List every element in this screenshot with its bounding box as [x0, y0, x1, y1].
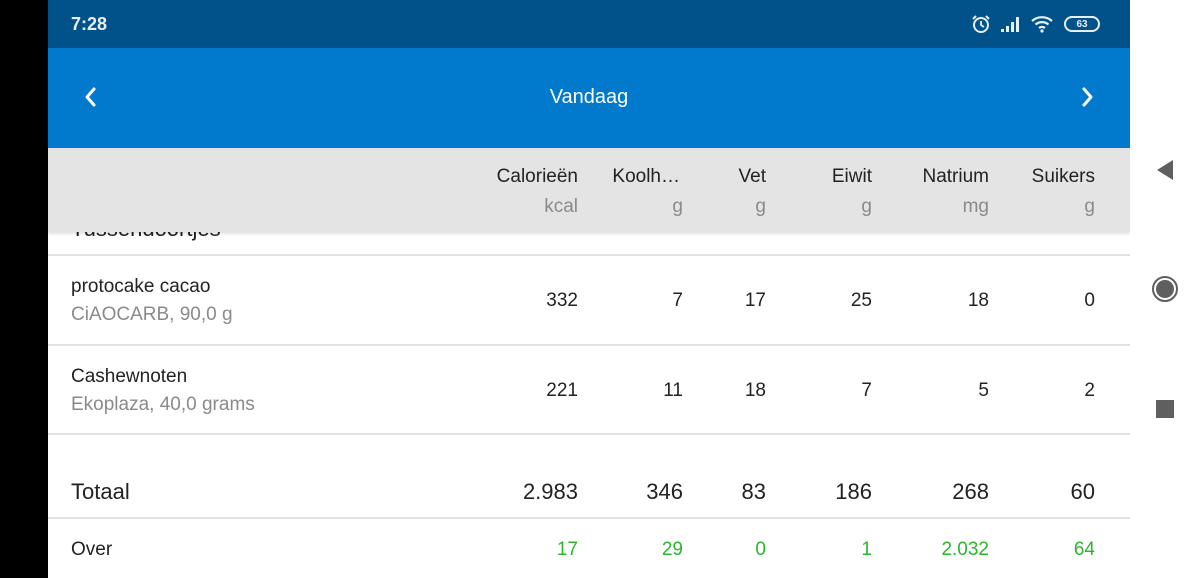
nutrient-header-row: Calorieën kcal Koolh… g Vet g Eiwit g Na… — [48, 148, 1130, 232]
back-triangle-icon — [1157, 160, 1173, 180]
column-unit-fat: g — [755, 196, 766, 217]
value-fat: 18 — [744, 380, 766, 401]
column-unit-sugars: g — [1084, 196, 1095, 217]
status-bar: 7:28 63 — [48, 0, 1130, 48]
battery-level: 63 — [1076, 18, 1088, 30]
food-item-row[interactable]: Cashewnoten Ekoplaza, 40,0 grams 221 11 … — [48, 346, 1130, 435]
value-sugars: 0 — [1084, 290, 1095, 311]
remaining-fat: 0 — [755, 539, 766, 560]
remaining-label: Over — [71, 539, 113, 560]
total-calories: 2.983 — [522, 479, 578, 504]
status-time: 7:28 — [71, 14, 108, 34]
food-detail: CiAOCARB, 90,0 g — [71, 304, 233, 325]
column-header-calories: Calorieën — [496, 166, 578, 187]
food-name: Cashewnoten — [71, 366, 188, 387]
system-navigation-bar — [1130, 0, 1200, 578]
remaining-carbs: 29 — [661, 539, 683, 560]
total-fat: 83 — [741, 479, 766, 504]
status-icons: 63 — [971, 14, 1100, 34]
value-calories: 221 — [546, 380, 578, 401]
wifi-icon — [1031, 16, 1053, 33]
column-header-sugars: Suikers — [1031, 166, 1095, 187]
phone-screen: 7:28 63 Vandaag Calorieën kcal Koolh… g … — [48, 0, 1130, 578]
value-sodium: 5 — [978, 380, 989, 401]
recents-button[interactable] — [1130, 396, 1200, 422]
value-protein: 7 — [861, 380, 872, 401]
app-bar: Vandaag — [48, 48, 1130, 148]
column-header-carbs: Koolh… — [612, 166, 680, 187]
value-carbs: 11 — [663, 380, 683, 401]
column-unit-sodium: mg — [962, 196, 989, 217]
column-unit-carbs: g — [672, 196, 683, 217]
value-sodium: 18 — [967, 290, 989, 311]
total-sugars: 60 — [1070, 479, 1095, 504]
recents-square-icon — [1156, 400, 1174, 418]
food-item-row[interactable]: protocake cacao CiAOCARB, 90,0 g 332 7 1… — [48, 256, 1130, 346]
chevron-right-icon[interactable] — [1072, 82, 1102, 112]
home-circle-icon — [1152, 276, 1178, 302]
column-unit-calories: kcal — [544, 196, 578, 217]
remaining-calories: 17 — [556, 539, 578, 560]
remaining-row: Over 17 29 0 1 2.032 64 — [48, 519, 1130, 578]
column-header-sodium: Natrium — [922, 166, 989, 187]
column-unit-protein: g — [861, 196, 872, 217]
value-calories: 332 — [546, 290, 578, 311]
value-carbs: 7 — [672, 290, 683, 311]
total-carbs: 346 — [646, 479, 683, 504]
value-sugars: 2 — [1084, 380, 1095, 401]
left-edge — [0, 0, 48, 578]
totals-row: Totaal 2.983 346 83 186 268 60 — [48, 435, 1130, 519]
battery-indicator: 63 — [1064, 16, 1100, 32]
food-detail: Ekoplaza, 40,0 grams — [71, 394, 255, 415]
value-fat: 17 — [744, 290, 766, 311]
remaining-protein: 1 — [861, 539, 872, 560]
home-button[interactable] — [1130, 273, 1200, 305]
total-sodium: 268 — [952, 479, 989, 504]
total-protein: 186 — [835, 479, 872, 504]
date-title: Vandaag — [549, 86, 629, 108]
back-button[interactable] — [1130, 155, 1200, 185]
remaining-sugars: 64 — [1073, 539, 1095, 560]
value-protein: 25 — [850, 290, 872, 311]
column-header-protein: Eiwit — [831, 166, 872, 187]
column-header-fat: Vet — [738, 166, 766, 187]
alarm-icon — [972, 15, 990, 33]
remaining-sodium: 2.032 — [941, 539, 989, 560]
totals-label: Totaal — [71, 479, 130, 504]
food-name: protocake cacao — [71, 276, 211, 297]
signal-icon — [1001, 17, 1019, 32]
chevron-left-icon[interactable] — [76, 82, 106, 112]
